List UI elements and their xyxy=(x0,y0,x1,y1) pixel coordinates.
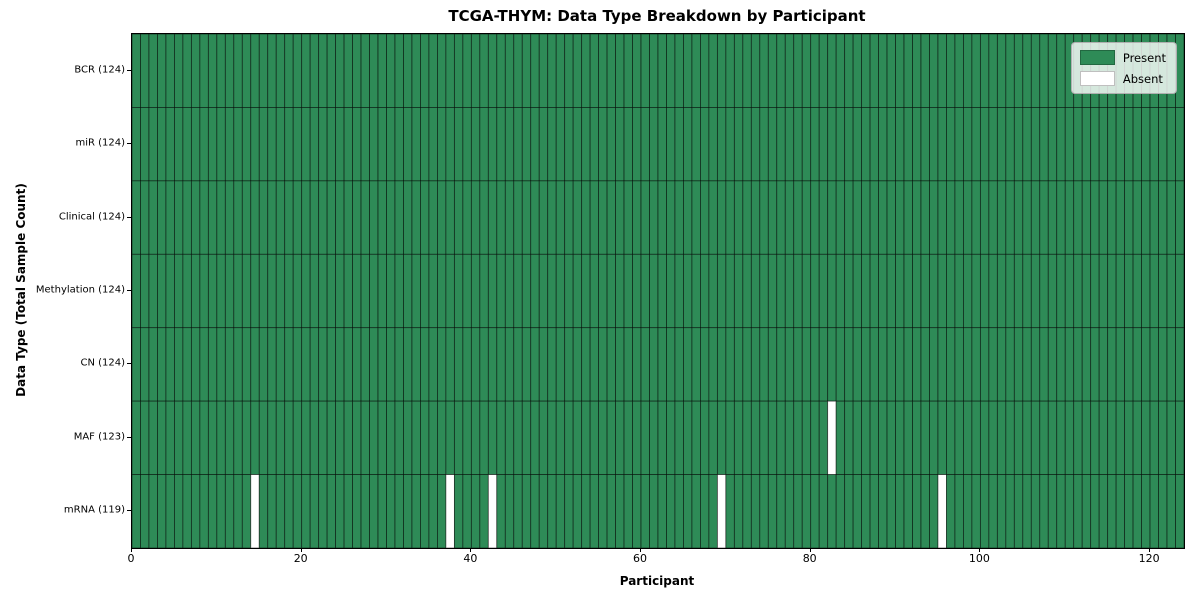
legend: Present Absent xyxy=(1070,42,1177,94)
x-tick-label: 40 xyxy=(463,552,478,565)
y-tick-label: MAF (123) xyxy=(73,431,125,443)
y-tick-mark xyxy=(127,217,131,218)
x-tick-mark xyxy=(979,548,980,552)
x-axis-label: Participant xyxy=(619,574,695,588)
y-tick-label: Methylation (124) xyxy=(35,284,125,296)
y-tick-mark xyxy=(127,143,131,144)
y-tick-label: CN (124) xyxy=(80,357,125,369)
x-tick-mark xyxy=(470,548,471,552)
absent-swatch-icon xyxy=(1079,71,1115,86)
x-tick-mark xyxy=(301,548,302,552)
legend-absent-label: Absent xyxy=(1122,71,1163,86)
y-tick-mark xyxy=(127,70,131,71)
y-tick-mark xyxy=(127,510,131,511)
y-tick-mark xyxy=(127,363,131,364)
x-tick-mark xyxy=(1149,548,1150,552)
x-tick-label: 80 xyxy=(802,552,817,565)
heatmap-grid xyxy=(132,34,1184,548)
x-tick-label: 60 xyxy=(633,552,647,565)
y-tick-label: miR (124) xyxy=(75,137,125,149)
present-swatch-icon xyxy=(1079,50,1115,65)
y-tick-mark xyxy=(127,437,131,438)
x-tick-label: 100 xyxy=(968,552,990,565)
chart-title: TCGA-THYM: Data Type Breakdown by Partic… xyxy=(448,7,866,25)
x-tick-mark xyxy=(640,548,641,552)
legend-item-present: Present xyxy=(1079,50,1166,65)
y-tick-label: mRNA (119) xyxy=(63,504,125,516)
x-tick-label: 120 xyxy=(1138,552,1160,565)
y-tick-mark xyxy=(127,290,131,291)
legend-item-absent: Absent xyxy=(1079,71,1166,86)
x-tick-label: 20 xyxy=(293,552,308,565)
plot-area: Present Absent xyxy=(131,33,1185,549)
x-tick-label: 0 xyxy=(127,552,135,565)
y-tick-label: Clinical (124) xyxy=(58,211,125,223)
x-tick-mark xyxy=(131,548,132,552)
y-tick-label: BCR (124) xyxy=(74,64,125,76)
x-tick-mark xyxy=(810,548,811,552)
legend-present-label: Present xyxy=(1122,50,1166,65)
